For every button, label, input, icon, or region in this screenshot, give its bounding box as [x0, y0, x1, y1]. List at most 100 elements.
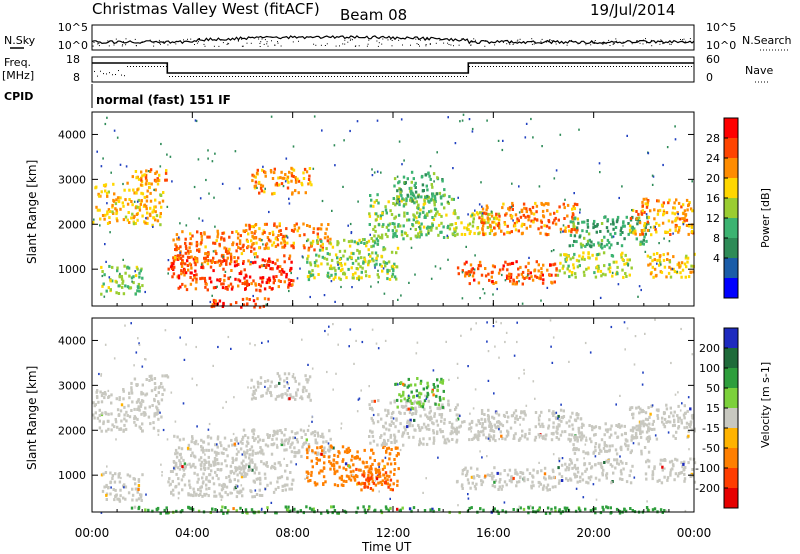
nave-point: [343, 76, 344, 77]
heatmap-cell: [393, 399, 396, 403]
heatmap-cell: [645, 506, 649, 509]
heatmap-cell: [240, 461, 243, 465]
heatmap-cell: [415, 200, 418, 204]
nave-point: [604, 66, 605, 67]
heatmap-cell: [626, 258, 629, 262]
heatmap-cell: [290, 179, 293, 183]
heatmap-cell: [316, 235, 320, 239]
freq-panel-frame: [91, 56, 695, 83]
heatmap-cell: [235, 439, 238, 443]
heatmap-cell: [490, 425, 493, 429]
heatmap-cell: [109, 481, 112, 485]
heatmap-cell: [655, 230, 658, 234]
heatmap-cell: [119, 494, 122, 498]
scatter-cell: [465, 245, 467, 248]
nave-point: [211, 76, 212, 77]
heatmap-cell: [641, 209, 644, 213]
heatmap-cell: [465, 272, 469, 276]
heatmap-cell: [221, 260, 224, 263]
heatmap-cell: [181, 465, 184, 469]
heatmap-cell: [400, 194, 403, 198]
heatmap-cell: [218, 242, 221, 246]
heatmap-cell: [542, 203, 546, 207]
heatmap-cell: [502, 202, 505, 206]
heatmap-cell: [103, 273, 106, 277]
heatmap-cell: [596, 269, 600, 273]
freq-tick-left-bottom: 8: [73, 71, 80, 84]
heatmap-cell: [146, 189, 149, 193]
heatmap-cell: [656, 479, 659, 483]
heatmap-cell: [597, 461, 600, 465]
heatmap-cell: [532, 220, 535, 224]
nsearch-point: [267, 45, 269, 47]
heatmap-cell: [358, 457, 361, 461]
heatmap-cell: [250, 445, 254, 449]
heatmap-cell: [243, 276, 246, 280]
heatmap-cell: [437, 223, 441, 227]
heatmap-cell: [681, 203, 685, 207]
heatmap-cell: [438, 508, 441, 511]
heatmap-cell: [307, 278, 311, 282]
heatmap-cell: [254, 451, 257, 455]
nsearch-point: [681, 40, 683, 42]
heatmap-cell: [176, 435, 179, 439]
heatmap-cell: [615, 424, 618, 427]
heatmap-cell: [350, 239, 353, 243]
heatmap-cell: [321, 242, 324, 246]
heatmap-cell: [539, 424, 542, 428]
heatmap-cell: [429, 225, 432, 229]
heatmap-cell: [151, 404, 154, 407]
nsearch-point: [158, 39, 160, 41]
scatter-cell: [262, 264, 265, 267]
scatter-cell: [676, 270, 678, 273]
heatmap-cell: [575, 240, 578, 244]
heatmap-cell: [370, 416, 373, 420]
heatmap-cell: [669, 411, 673, 415]
heatmap-cell: [549, 212, 552, 216]
heatmap-cell: [603, 443, 606, 447]
heatmap-cell: [159, 223, 162, 227]
heatmap-cell: [528, 276, 531, 280]
heatmap-cell: [108, 216, 111, 220]
heatmap-cell: [96, 416, 100, 420]
nsearch-point: [315, 44, 317, 46]
nave-point: [658, 66, 659, 67]
heatmap-cell: [316, 232, 319, 236]
heatmap-cell: [531, 506, 534, 510]
heatmap-cell: [603, 264, 606, 268]
heatmap-cell: [334, 268, 337, 272]
heatmap-cell: [623, 262, 626, 266]
nsearch-point: [447, 42, 449, 44]
heatmap-cell: [176, 237, 179, 241]
heatmap-cell: [303, 386, 306, 390]
heatmap-cell: [624, 444, 628, 448]
heatmap-cell: [214, 249, 217, 253]
heatmap-cell: [584, 244, 587, 248]
nsearch-point: [489, 42, 491, 44]
heatmap-cell: [179, 461, 182, 464]
heatmap-cell: [396, 507, 399, 511]
heatmap-cell: [143, 203, 146, 207]
heatmap-cell: [420, 233, 423, 237]
heatmap-cell: [499, 478, 502, 481]
nave-point: [271, 76, 272, 77]
heatmap-cell: [441, 403, 444, 407]
scatter-cell: [480, 181, 482, 184]
heatmap-cell: [366, 476, 370, 480]
nsearch-point: [639, 42, 641, 44]
heatmap-cell: [667, 201, 670, 205]
heatmap-cell: [489, 229, 493, 232]
heatmap-cell: [522, 213, 525, 217]
heatmap-cell: [574, 272, 577, 276]
heatmap-cell: [392, 410, 395, 414]
heatmap-cell: [99, 217, 102, 221]
heatmap-cell: [373, 234, 376, 238]
heatmap-cell: [671, 463, 675, 467]
nave-point: [190, 76, 191, 77]
heatmap-cell: [356, 456, 359, 459]
heatmap-cell: [369, 429, 372, 433]
nave-point: [421, 76, 422, 77]
heatmap-cell: [449, 408, 452, 412]
heatmap-cell: [419, 414, 422, 418]
nsearch-point: [501, 40, 503, 42]
